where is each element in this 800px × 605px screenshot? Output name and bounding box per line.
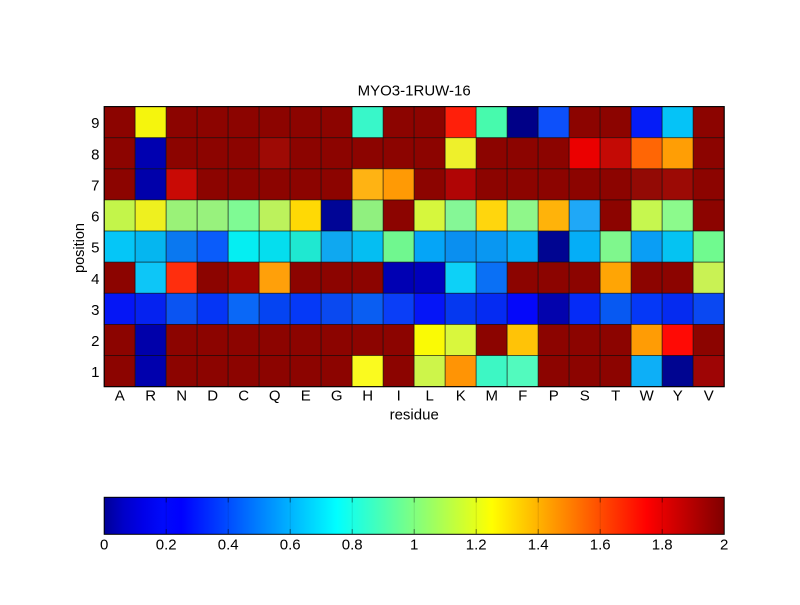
svg-text:S: S [580, 388, 590, 405]
svg-text:0.8: 0.8 [342, 537, 363, 554]
svg-text:1: 1 [91, 364, 99, 381]
svg-text:M: M [485, 388, 498, 405]
svg-text:8: 8 [91, 146, 99, 163]
svg-text:C: C [238, 388, 249, 405]
svg-text:W: W [640, 388, 655, 405]
svg-text:R: R [145, 388, 156, 405]
svg-text:0.2: 0.2 [156, 537, 177, 554]
svg-text:1.2: 1.2 [466, 537, 487, 554]
svg-text:P: P [549, 388, 559, 405]
svg-text:1: 1 [410, 537, 418, 554]
svg-text:T: T [611, 388, 620, 405]
svg-text:D: D [207, 388, 218, 405]
svg-text:I: I [397, 388, 401, 405]
svg-text:L: L [426, 388, 434, 405]
svg-text:6: 6 [91, 209, 99, 226]
svg-text:N: N [176, 388, 187, 405]
svg-text:4: 4 [91, 271, 99, 288]
svg-text:2: 2 [91, 333, 99, 350]
svg-text:0.6: 0.6 [280, 537, 301, 554]
svg-text:F: F [518, 388, 527, 405]
svg-text:E: E [301, 388, 311, 405]
svg-text:Q: Q [269, 388, 281, 405]
svg-text:Y: Y [673, 388, 683, 405]
svg-text:residue: residue [390, 407, 439, 424]
svg-text:3: 3 [91, 302, 99, 319]
svg-text:1.4: 1.4 [528, 537, 549, 554]
svg-text:1.6: 1.6 [590, 537, 611, 554]
svg-text:7: 7 [91, 177, 99, 194]
svg-text:5: 5 [91, 240, 99, 257]
svg-text:0: 0 [100, 537, 108, 554]
svg-text:V: V [704, 388, 714, 405]
svg-text:1.8: 1.8 [652, 537, 673, 554]
svg-text:0.4: 0.4 [218, 537, 239, 554]
svg-text:9: 9 [91, 115, 99, 132]
svg-text:MYO3-1RUW-16: MYO3-1RUW-16 [358, 83, 471, 100]
svg-text:2: 2 [720, 537, 728, 554]
svg-text:position: position [72, 223, 88, 273]
svg-text:K: K [456, 388, 466, 405]
svg-text:G: G [331, 388, 343, 405]
svg-text:A: A [115, 388, 125, 405]
svg-text:H: H [362, 388, 373, 405]
